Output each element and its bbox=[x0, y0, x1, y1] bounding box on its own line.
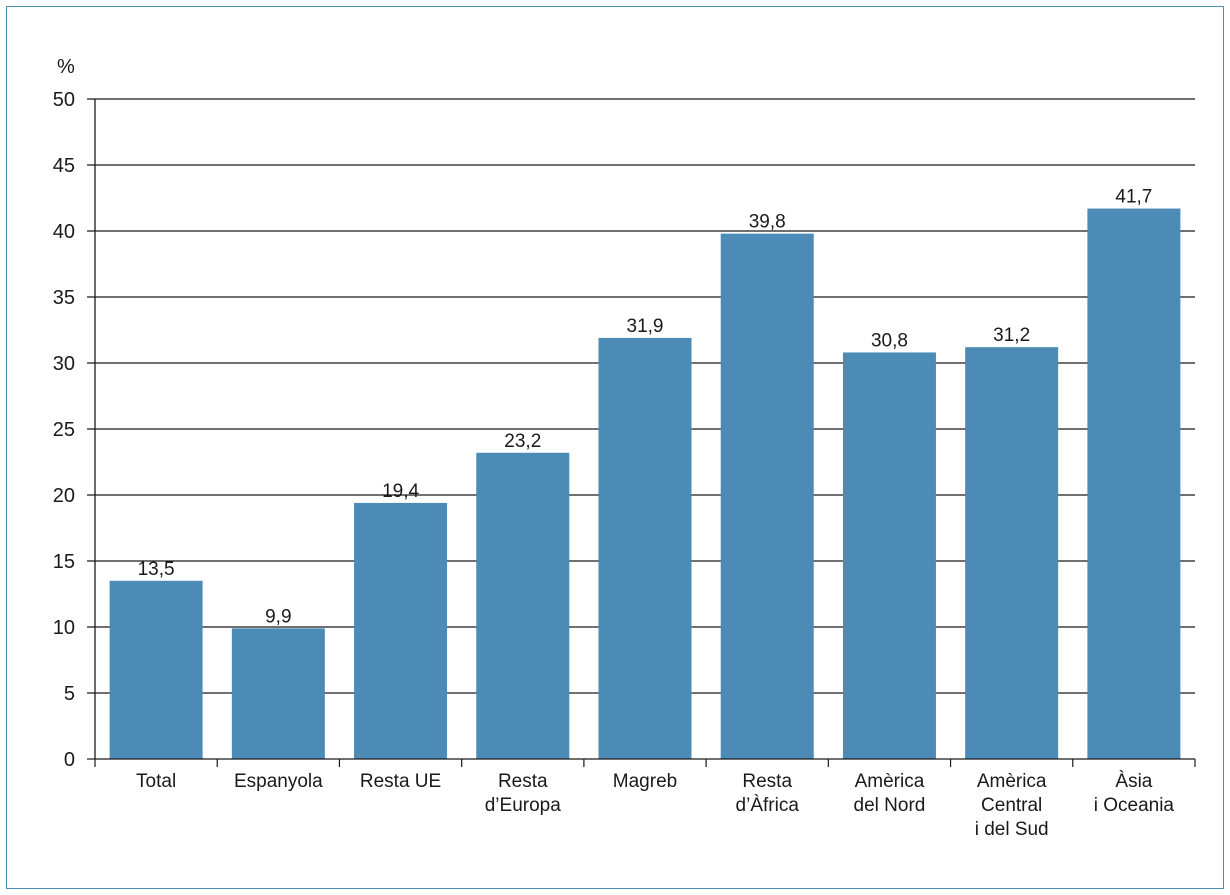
y-axis-unit-label: % bbox=[57, 56, 75, 78]
data-label: 41,7 bbox=[1115, 187, 1152, 208]
bar bbox=[720, 233, 814, 759]
bar bbox=[965, 347, 1059, 759]
chart-frame: % 0 5 10 15 20 25 30 35 40 45 50 Total Espanyola Res… bbox=[6, 6, 1224, 889]
bar-chart: % 0 5 10 15 20 25 30 35 40 45 50 Total Espanyola Res… bbox=[53, 56, 1196, 840]
data-label: 31,9 bbox=[627, 316, 664, 337]
data-label: 30,8 bbox=[871, 330, 908, 351]
x-tick-label: Resta UE bbox=[360, 771, 441, 792]
x-tick-label: Resta d’Europa bbox=[485, 771, 561, 816]
bar bbox=[354, 502, 448, 759]
y-tick-label: 30 bbox=[53, 353, 75, 375]
bars bbox=[109, 208, 1181, 759]
data-label: 19,4 bbox=[382, 481, 419, 502]
bar bbox=[109, 580, 203, 759]
y-tick-label: 20 bbox=[53, 485, 75, 507]
y-tick-label: 45 bbox=[53, 155, 75, 177]
y-tick-label: 5 bbox=[64, 683, 75, 705]
value-labels: 13,5 9,9 19,4 23,2 31,9 39,8 30,8 31,2 41,7 bbox=[138, 187, 1153, 628]
data-label: 9,9 bbox=[265, 606, 291, 627]
y-tick-label: 10 bbox=[53, 617, 75, 639]
y-axis-ticks: 0 5 10 15 20 25 30 35 40 45 50 bbox=[53, 89, 95, 771]
bar bbox=[842, 352, 936, 759]
data-label: 23,2 bbox=[504, 431, 541, 452]
axes bbox=[94, 99, 1195, 760]
bar bbox=[231, 628, 325, 759]
data-label: 13,5 bbox=[138, 559, 175, 580]
x-tick-label: Àsia i Oceania bbox=[1094, 771, 1175, 816]
x-tick-label: Espanyola bbox=[234, 771, 323, 792]
x-tick-label: Resta d’Àfrica bbox=[736, 771, 800, 816]
bar bbox=[1087, 208, 1181, 759]
y-tick-label: 15 bbox=[53, 551, 75, 573]
x-tick-label: Total bbox=[136, 771, 176, 792]
x-tick-label: Amèrica Central i del Sud bbox=[975, 771, 1049, 840]
y-tick-label: 0 bbox=[64, 749, 75, 771]
y-tick-label: 25 bbox=[53, 419, 75, 441]
y-tick-label: 50 bbox=[53, 89, 75, 111]
bar bbox=[598, 337, 692, 759]
y-tick-label: 40 bbox=[53, 221, 75, 243]
x-tick-label: Amèrica del Nord bbox=[854, 771, 926, 816]
bar bbox=[476, 452, 570, 759]
data-label: 31,2 bbox=[993, 325, 1030, 346]
x-tick-label: Magreb bbox=[613, 771, 677, 792]
x-axis-ticks: Total Espanyola Resta UE Resta d’Europa Magre… bbox=[94, 759, 1196, 840]
y-tick-label: 35 bbox=[53, 287, 75, 309]
data-label: 39,8 bbox=[749, 212, 786, 233]
